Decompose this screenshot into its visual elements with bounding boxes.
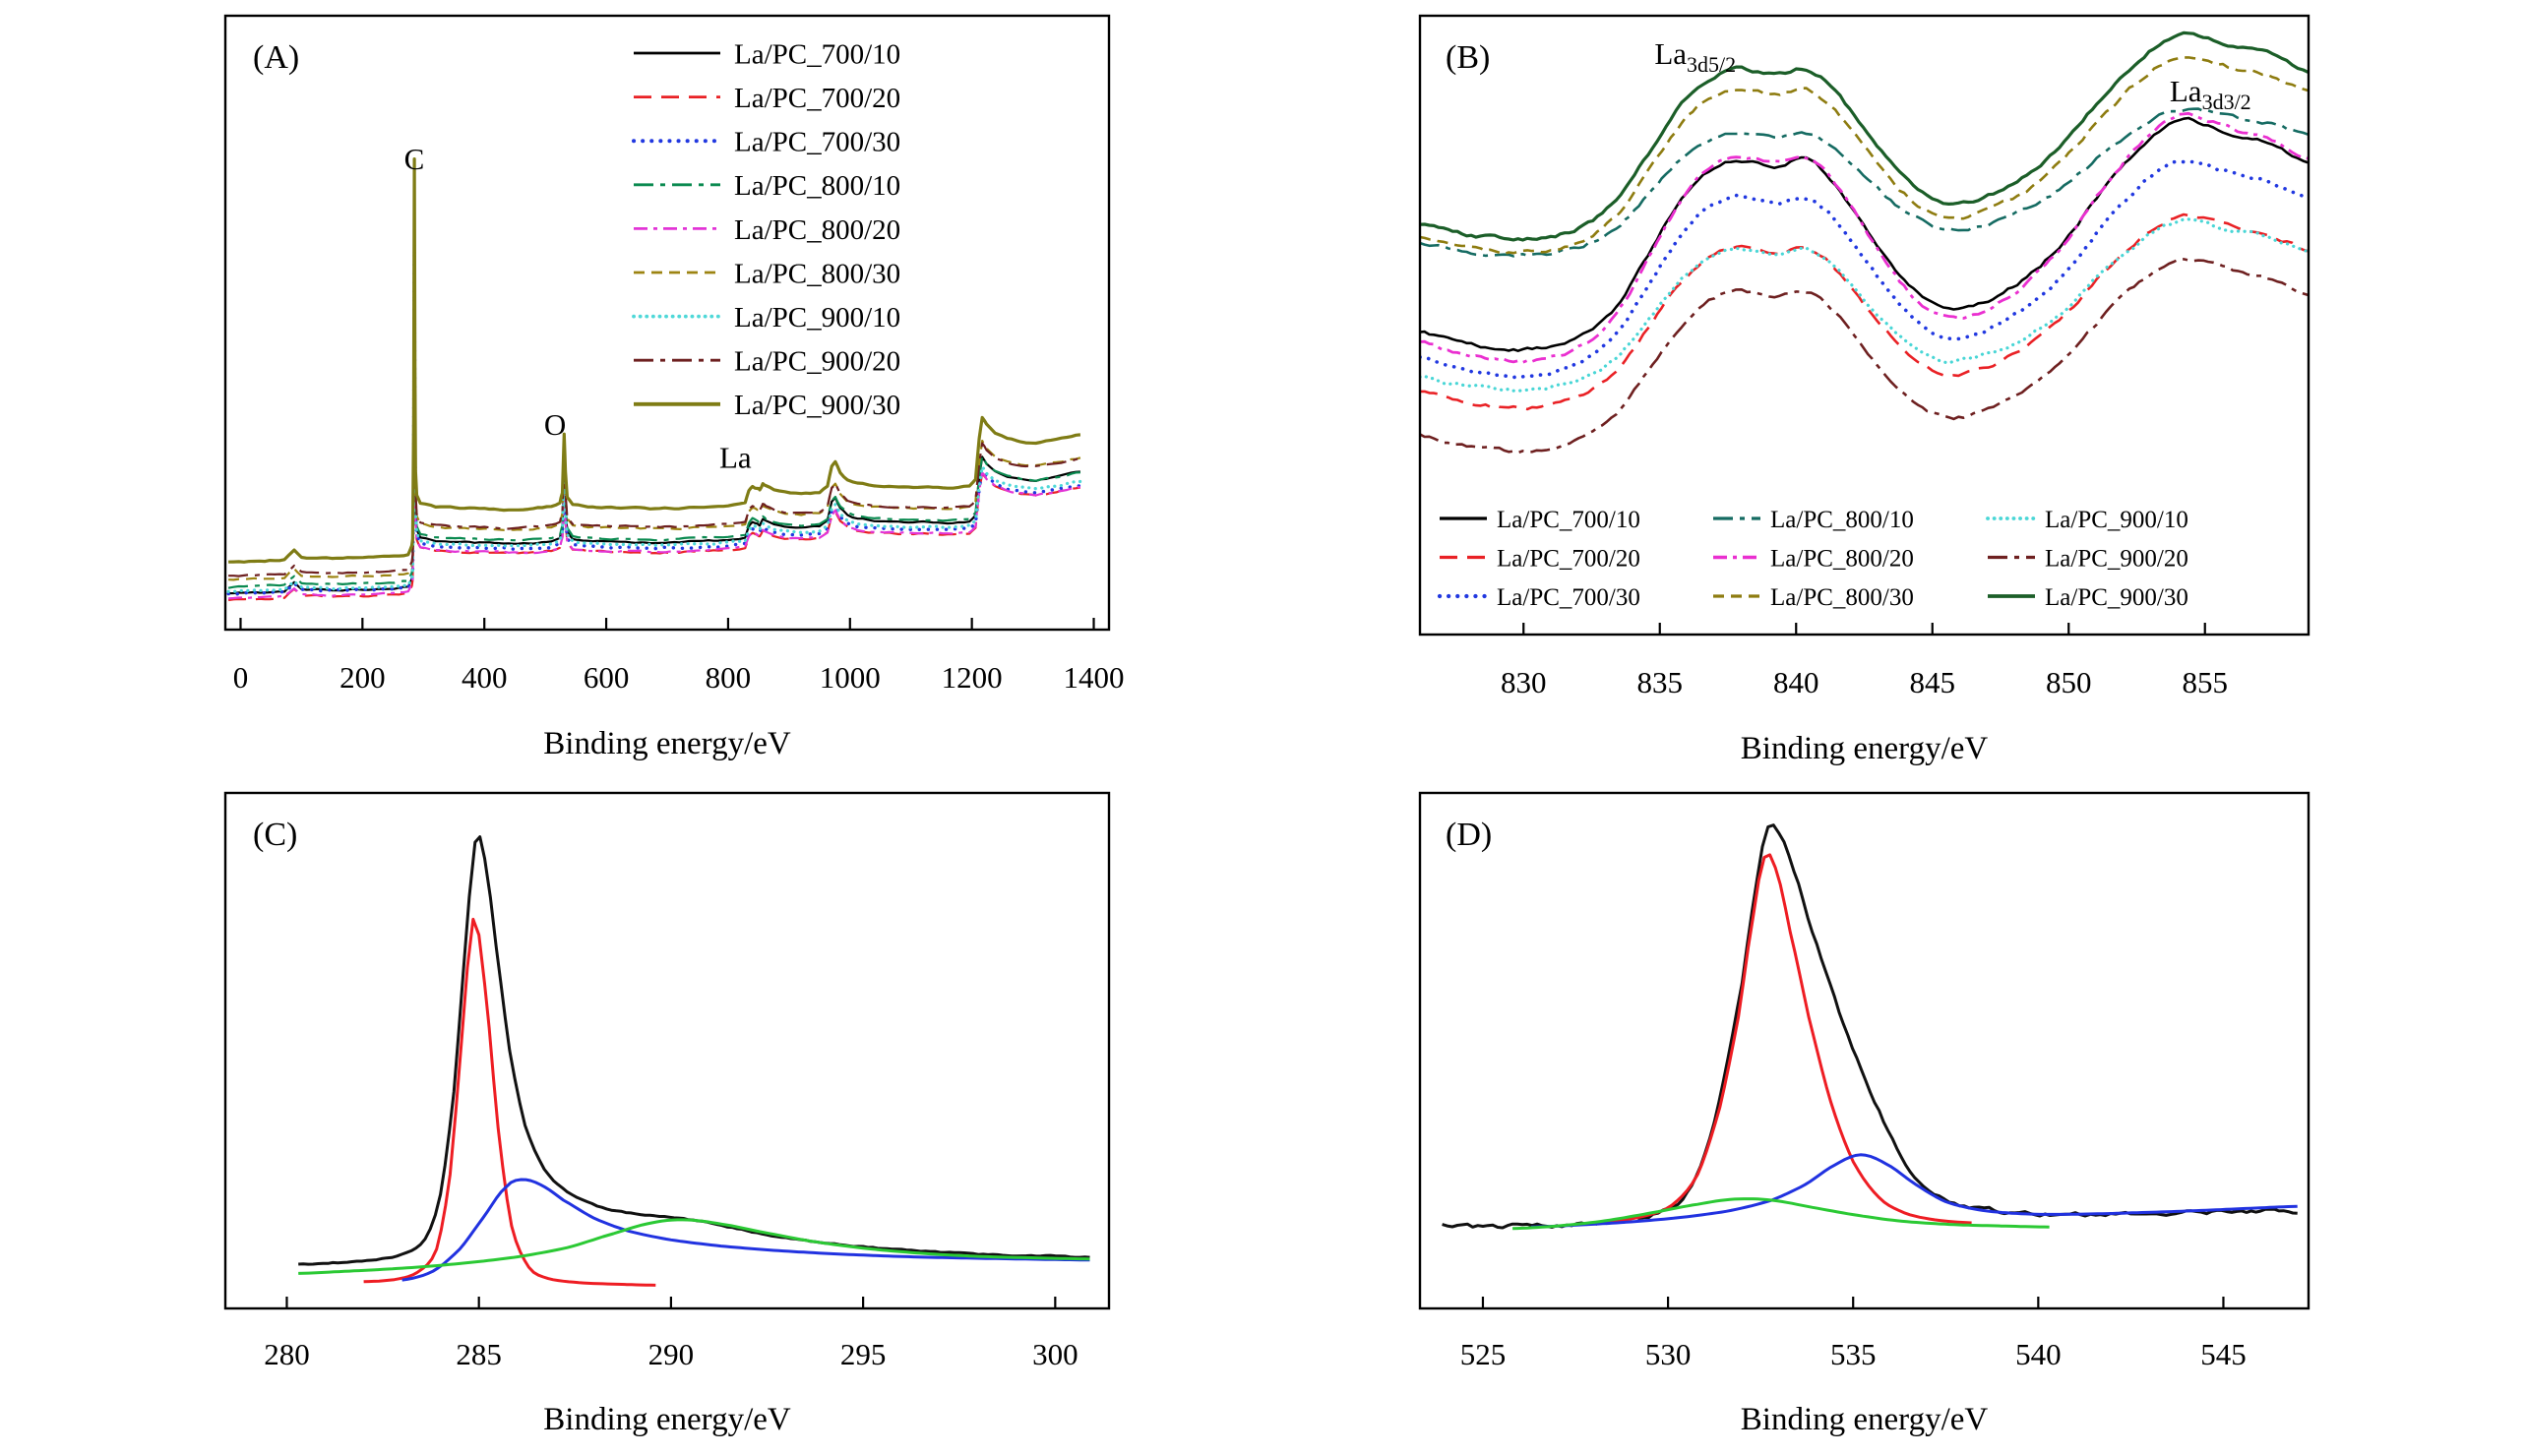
x-tick-label: 530 xyxy=(1645,1337,1692,1371)
panel-a-label: (A) xyxy=(253,39,300,76)
x-tick-label: 280 xyxy=(264,1337,310,1371)
series-line-la-pc-900-20 xyxy=(228,203,1081,577)
legend-label-la-pc-900-10: La/PC_900/10 xyxy=(2045,507,2188,533)
legend-label-la-pc-800-20: La/PC_800/20 xyxy=(1770,546,1914,573)
series-line-fit-peak-1 xyxy=(1604,853,1972,1225)
legend-label-la-pc-700-20: La/PC_700/20 xyxy=(734,83,900,114)
plot-frame xyxy=(1418,791,2310,1310)
x-tick-label: 830 xyxy=(1501,665,1547,699)
x-tick-label: 200 xyxy=(339,660,386,695)
x-tick-label: 285 xyxy=(456,1337,502,1371)
panel-c: (C) 280 285 290 295 300 Binding energy/eV xyxy=(108,777,1230,1456)
series-group xyxy=(1442,823,2298,1231)
series-group xyxy=(298,835,1090,1287)
x-tick-label: 545 xyxy=(2200,1337,2247,1371)
series-line-la-pc-900-20 xyxy=(1421,258,2308,455)
panel-c-label: (C) xyxy=(253,817,298,853)
legend-label-la-pc-800-30: La/PC_800/30 xyxy=(734,258,900,289)
legend-label-la-pc-700-20: La/PC_700/20 xyxy=(1497,546,1640,573)
x-tick-label: 0 xyxy=(233,660,249,695)
series-line-la-pc-800-20 xyxy=(1421,111,2308,364)
annotation-la3d3-2: La3d3/2 xyxy=(2170,74,2251,114)
series-line-la-pc-800-10 xyxy=(1421,107,2308,258)
series-line-la-pc-700-20 xyxy=(1421,212,2308,411)
x-axis-title: Binding energy/eV xyxy=(543,1402,791,1437)
legend-label-la-pc-800-10: La/PC_800/10 xyxy=(734,170,900,202)
panel-d: (D) 525 530 535 540 545 Binding energy/eV xyxy=(1299,777,2460,1456)
annotation-la: La xyxy=(719,440,752,474)
x-tick-label: 600 xyxy=(584,660,630,695)
series-line-fit-background xyxy=(1512,1197,2050,1231)
series-line-la-pc-900-30 xyxy=(1421,30,2308,242)
plot-frame xyxy=(1418,14,2310,637)
series-line-la-pc-700-10 xyxy=(228,209,1080,595)
series-line-la-pc-700-10 xyxy=(1421,116,2308,352)
x-axis-title: Binding energy/eV xyxy=(1741,1402,1989,1437)
series-group xyxy=(1421,30,2308,455)
series-line-measured xyxy=(1442,823,2298,1230)
x-tick-label: 1400 xyxy=(1064,660,1125,695)
x-tick-label: 1200 xyxy=(942,660,1003,695)
panel-b-svg: 830 835 840 845 850 855 Binding energy/eV La3d5… xyxy=(1418,14,2310,766)
x-tick-label: 835 xyxy=(1637,665,1684,699)
panel-d-svg: 525 530 535 540 545 Binding energy/eV xyxy=(1418,791,2310,1437)
x-tick-label: 800 xyxy=(706,660,752,695)
legend-label-la-pc-700-10: La/PC_700/10 xyxy=(1497,507,1640,533)
panel-d-label: (D) xyxy=(1446,817,1493,853)
annotation-la3d5-2: La3d5/2 xyxy=(1654,36,1736,77)
series-line-fit-peak-1 xyxy=(363,917,656,1287)
x-tick-label: 845 xyxy=(1909,665,1955,699)
x-tick-label: 535 xyxy=(1830,1337,1877,1371)
x-axis-title: Binding energy/eV xyxy=(1741,731,1989,766)
legend-label-la-pc-900-30: La/PC_900/30 xyxy=(734,390,900,421)
legend-label-la-pc-900-30: La/PC_900/30 xyxy=(2045,584,2188,611)
legend-label-la-pc-700-10: La/PC_700/10 xyxy=(734,38,900,70)
series-line-la-pc-800-10 xyxy=(227,222,1080,589)
x-tick-label: 1000 xyxy=(820,660,881,695)
series-line-measured xyxy=(298,835,1090,1266)
legend-label-la-pc-900-20: La/PC_900/20 xyxy=(2045,546,2188,573)
x-tick-label: 290 xyxy=(648,1337,695,1371)
legend-label-la-pc-800-20: La/PC_800/20 xyxy=(734,214,900,246)
series-line-la-pc-900-10 xyxy=(226,243,1082,593)
series-line-fit-peak-2 xyxy=(401,1178,1090,1282)
x-tick-label: 295 xyxy=(840,1337,887,1371)
x-tick-label: 400 xyxy=(462,660,508,695)
legend-label-la-pc-900-10: La/PC_900/10 xyxy=(734,302,900,334)
plot-frame xyxy=(223,14,1111,632)
series-line-la-pc-900-10 xyxy=(1421,217,2308,393)
x-tick-label: 300 xyxy=(1032,1337,1078,1371)
x-tick-label: 850 xyxy=(2046,665,2092,699)
x-tick-label: 525 xyxy=(1460,1337,1507,1371)
panel-c-svg: 280 285 290 295 300 Binding energy/eV xyxy=(223,791,1111,1437)
series-line-la-pc-900-30 xyxy=(228,157,1081,564)
x-tick-label: 855 xyxy=(2182,665,2228,699)
panel-b-label: (B) xyxy=(1446,39,1491,76)
panel-a: (A) 0 200 400 600 800 1000 1200 1400 Binding ene… xyxy=(108,0,1230,777)
series-line-fit-background xyxy=(298,1218,1090,1275)
series-line-la-pc-800-30 xyxy=(1421,56,2308,256)
plot-frame xyxy=(223,791,1111,1310)
x-tick-label: 840 xyxy=(1773,665,1819,699)
legend-label-la-pc-700-30: La/PC_700/30 xyxy=(734,127,900,158)
annotation-o: O xyxy=(544,407,566,442)
series-line-la-pc-800-20 xyxy=(228,246,1080,600)
series-line-la-pc-700-30 xyxy=(226,248,1082,596)
series-group xyxy=(226,157,1082,602)
series-line-la-pc-800-30 xyxy=(228,192,1081,581)
series-line-fit-peak-2 xyxy=(1530,1153,2298,1229)
legend-label-la-pc-800-30: La/PC_800/30 xyxy=(1770,584,1914,611)
annotation-c: C xyxy=(404,142,425,176)
x-axis-title: Binding energy/eV xyxy=(543,726,791,761)
series-line-la-pc-700-20 xyxy=(227,243,1081,602)
legend-label-la-pc-800-10: La/PC_800/10 xyxy=(1770,507,1914,533)
panel-a-svg: 0 200 400 600 800 1000 1200 1400 Binding energy/… xyxy=(223,14,1125,761)
panel-b: (B) 830 835 840 845 850 855 Binding energy/eV L… xyxy=(1299,0,2460,777)
x-tick-label: 540 xyxy=(2015,1337,2062,1371)
legend-label-la-pc-900-20: La/PC_900/20 xyxy=(734,346,900,378)
legend-label-la-pc-700-30: La/PC_700/30 xyxy=(1497,584,1640,611)
series-line-la-pc-700-30 xyxy=(1421,158,2308,380)
